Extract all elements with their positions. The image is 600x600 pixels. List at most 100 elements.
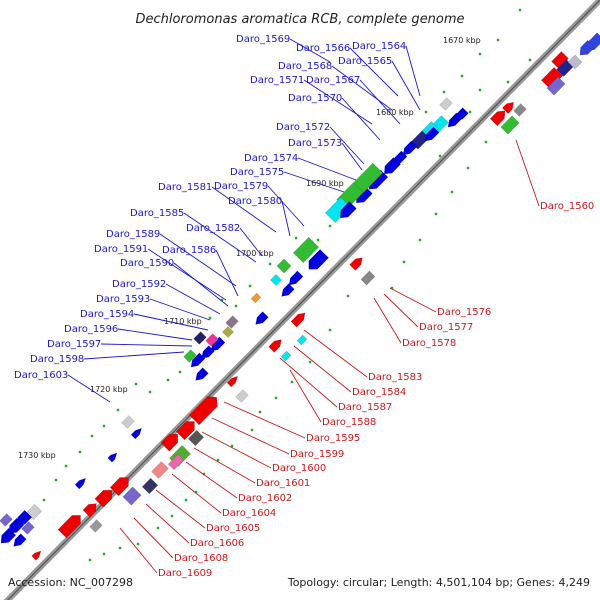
reverse-gene	[160, 433, 179, 452]
forward-gene	[288, 270, 304, 286]
reverse-gene	[290, 312, 306, 328]
feature-dot	[170, 514, 174, 518]
scale-label: 1700 kbp	[236, 249, 274, 258]
reverse-gene	[130, 427, 143, 440]
feature-dot	[268, 262, 272, 266]
reverse-gene	[57, 515, 81, 539]
reverse-gene	[175, 421, 195, 441]
leader-line	[83, 351, 185, 360]
feature-dot	[220, 298, 224, 302]
forward-gene	[255, 311, 269, 325]
leader-line	[267, 185, 305, 227]
forward-gene	[201, 345, 215, 359]
leader-line	[193, 447, 256, 484]
gene-label-daro-1566: Daro_1566	[296, 43, 350, 54]
forward-gene	[276, 258, 292, 274]
gene-label-daro-1573: Daro_1573	[288, 138, 342, 149]
forward-gene	[402, 140, 418, 156]
leader-line	[341, 97, 381, 141]
gene-label-daro-1576: Daro_1576	[437, 307, 491, 318]
gene-label-daro-1608: Daro_1608	[174, 553, 228, 564]
reverse-gene	[513, 103, 527, 117]
leader-line	[515, 139, 540, 207]
gene-label-daro-1597: Daro_1597	[47, 339, 101, 350]
genome-summary-text: Topology: circular; Length: 4,501,104 bp…	[287, 576, 590, 589]
scale-label: 1690 kbp	[306, 179, 344, 188]
feature-dot	[134, 382, 138, 386]
leader-line	[405, 45, 421, 97]
leader-line	[100, 343, 193, 347]
reverse-gene	[82, 503, 97, 518]
feature-dot	[328, 328, 332, 332]
forward-gene	[352, 162, 384, 194]
gene-label-daro-1570: Daro_1570	[288, 93, 342, 104]
leader-line	[303, 79, 373, 125]
accession-text: Accession: NC_007298	[8, 576, 133, 589]
leader-line	[117, 328, 193, 341]
gene-label-daro-1594: Daro_1594	[80, 309, 134, 320]
gene-label-daro-1591: Daro_1591	[94, 244, 148, 255]
feature-dot	[156, 526, 160, 530]
leader-line	[171, 473, 222, 514]
feature-dot	[136, 542, 140, 546]
feature-dot	[328, 224, 332, 228]
leader-line	[297, 157, 357, 181]
reverse-gene	[167, 453, 185, 471]
feature-dot	[294, 236, 298, 240]
feature-dot	[54, 478, 58, 482]
gene-label-daro-1571: Daro_1571	[250, 75, 304, 86]
leader-line	[67, 374, 111, 403]
forward-gene	[0, 527, 17, 544]
leader-line	[283, 171, 345, 193]
reverse-gene	[74, 477, 87, 490]
forward-gene	[0, 513, 13, 527]
feature-dot	[102, 424, 106, 428]
gene-label-daro-1605: Daro_1605	[206, 523, 260, 534]
feature-dot	[208, 316, 212, 320]
gene-label-daro-1560: Daro_1560	[540, 201, 594, 212]
leader-line	[211, 417, 290, 455]
feature-dot	[248, 284, 252, 288]
feature-dot	[438, 154, 442, 158]
feature-dot	[250, 428, 254, 432]
scale-label: 1670 kbp	[443, 36, 481, 45]
forward-gene	[190, 352, 206, 368]
forward-gene	[205, 333, 219, 347]
feature-dot	[64, 464, 68, 468]
gene-label-daro-1577: Daro_1577	[419, 322, 473, 333]
leader-line	[289, 38, 331, 63]
gene-label-daro-1581: Daro_1581	[158, 182, 212, 193]
feature-dot	[478, 52, 482, 56]
feature-dot	[42, 498, 46, 502]
leader-line	[173, 262, 229, 307]
gene-label-daro-1606: Daro_1606	[190, 538, 244, 549]
forward-gene	[250, 292, 262, 304]
leader-line	[279, 357, 338, 408]
feature-dot	[528, 58, 532, 62]
feature-dot	[78, 450, 82, 454]
feature-dot	[390, 286, 394, 290]
gene-label-daro-1569: Daro_1569	[236, 34, 290, 45]
leader-line	[133, 313, 209, 331]
feature-dot	[434, 212, 438, 216]
gene-label-daro-1574: Daro_1574	[244, 153, 298, 164]
feature-dot	[216, 458, 220, 462]
gene-label-daro-1601: Daro_1601	[256, 478, 310, 489]
leader-line	[281, 200, 291, 237]
leader-line	[185, 461, 238, 499]
gene-label-daro-1590: Daro_1590	[120, 258, 174, 269]
reverse-gene	[360, 270, 376, 286]
forward-gene	[455, 107, 469, 121]
forward-gene	[221, 325, 235, 339]
gene-label-daro-1609: Daro_1609	[158, 568, 212, 579]
leader-line	[183, 212, 257, 263]
reverse-gene	[501, 101, 514, 115]
gene-label-daro-1599: Daro_1599	[290, 449, 344, 460]
feature-dot	[484, 140, 488, 144]
leader-line	[239, 227, 263, 257]
leader-line	[119, 527, 158, 574]
reverse-gene	[109, 477, 129, 497]
feature-dot	[258, 410, 262, 414]
forward-gene	[292, 236, 320, 264]
